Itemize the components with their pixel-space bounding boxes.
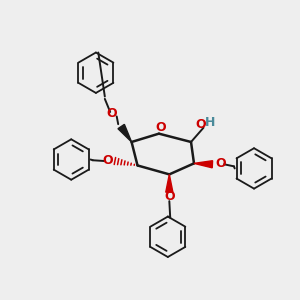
- Text: O: O: [155, 121, 166, 134]
- Polygon shape: [194, 161, 213, 168]
- Text: O: O: [216, 158, 226, 170]
- Text: O: O: [196, 118, 206, 130]
- Text: O: O: [106, 106, 117, 120]
- Polygon shape: [166, 174, 173, 192]
- Text: O: O: [164, 190, 175, 203]
- Text: H: H: [205, 116, 215, 129]
- Text: O: O: [102, 154, 112, 167]
- Polygon shape: [118, 124, 132, 142]
